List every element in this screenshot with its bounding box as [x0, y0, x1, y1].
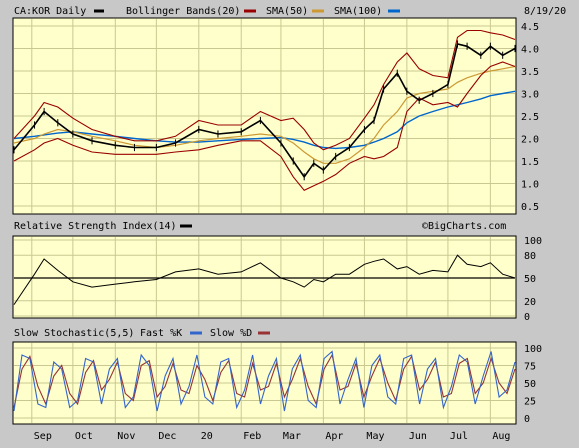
x-tick-label: Dec [158, 431, 176, 442]
x-tick-label: Apr [325, 431, 343, 442]
stoch-fastk-label: Fast %K [140, 328, 182, 339]
stoch-slowd-label: Slow %D [210, 328, 252, 339]
x-tick-label: Nov [117, 431, 135, 442]
price-y-tick-label: 4.0 [521, 45, 539, 56]
stoch-y-tick-label: 25 [524, 397, 536, 408]
price-y-tick-label: 0.5 [521, 202, 539, 213]
rsi-header-bg [0, 217, 579, 235]
stoch-fast-k-line [13, 350, 516, 412]
stoch-series-group [13, 350, 516, 412]
stoch-y-tick-label: 75 [524, 362, 536, 373]
watermark: ©BigCharts.com [422, 221, 506, 232]
rsi-y-tick-label: 20 [524, 297, 536, 308]
bollinger-lower-line [13, 61, 516, 191]
chart-date: 8/19/20 [524, 6, 566, 17]
legend-sma50-label: SMA(50) [266, 6, 308, 17]
legend-sma100-label: SMA(100) [334, 6, 382, 17]
price-y-tick-label: 1.0 [521, 180, 539, 191]
price-y-tick-label: 1.5 [521, 157, 539, 168]
rsi-y-tick-label: 50 [524, 274, 536, 285]
rsi-y-tick-label: 80 [524, 251, 536, 262]
symbol-title: CA:KOR Daily [14, 6, 86, 17]
stoch-grid [14, 343, 515, 423]
rsi-line [13, 254, 516, 305]
rsi-title: Relative Strength Index(14) [14, 221, 177, 232]
stoch-y-tick-label: 100 [524, 344, 542, 355]
price-series-group [13, 29, 516, 191]
rsi-series-group [13, 254, 516, 305]
rsi-y-tick-label: 0 [524, 312, 530, 323]
price-y-tick-label: 4.5 [521, 22, 539, 33]
x-tick-label: Aug [492, 431, 510, 442]
price-y-tick-label: 2.5 [521, 112, 539, 123]
x-tick-label: Sep [34, 431, 52, 442]
sma100-line [13, 90, 516, 150]
x-tick-label: Jun [409, 431, 427, 442]
rsi-y-ticks: 0 20 50 80 100 [524, 236, 542, 323]
stoch-y-ticks: 0 25 50 75 100 [524, 344, 542, 425]
bollinger-upper-line [13, 29, 516, 151]
price-y-tick-label: 2.0 [521, 135, 539, 146]
legend-bollinger-label: Bollinger Bands(20) [126, 6, 240, 17]
price-y-tick-label: 3.0 [521, 90, 539, 101]
x-tick-label: Mar [283, 431, 301, 442]
x-tick-label: 20 [201, 431, 213, 442]
price-grid [14, 19, 515, 213]
price-y-tick-label: 3.5 [521, 67, 539, 78]
x-tick-label: May [366, 431, 384, 442]
stoch-y-tick-label: 0 [524, 414, 530, 425]
x-tick-label: Jul [450, 431, 468, 442]
sma50-line [13, 65, 516, 164]
stoch-title: Slow Stochastic(5,5) [14, 328, 134, 339]
x-axis-ticks: Sep Oct Nov Dec 20 Feb Mar Apr May Jun Jul Aug [34, 431, 511, 442]
rsi-y-tick-label: 100 [524, 236, 542, 247]
x-tick-label: Feb [243, 431, 261, 442]
x-tick-label: Oct [75, 431, 93, 442]
rsi-panel [12, 235, 517, 319]
stoch-y-tick-label: 50 [524, 379, 536, 390]
price-y-ticks: 0.5 1.0 1.5 2.0 2.5 3.0 3.5 4.0 4.5 [521, 22, 539, 213]
